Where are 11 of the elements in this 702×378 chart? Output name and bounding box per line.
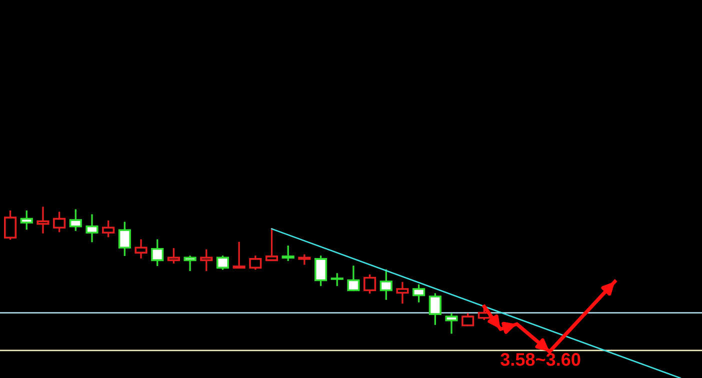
candlestick [298, 254, 311, 265]
candlestick [200, 249, 213, 272]
candlestick [396, 282, 409, 304]
candlestick [445, 313, 458, 334]
candlestick [36, 206, 50, 234]
candlestick [380, 269, 392, 300]
candlestick [184, 256, 196, 272]
text: 3.58~3.60 [500, 353, 580, 366]
candlestick [216, 256, 230, 270]
candlestick [86, 214, 98, 242]
candlestick [134, 239, 148, 259]
